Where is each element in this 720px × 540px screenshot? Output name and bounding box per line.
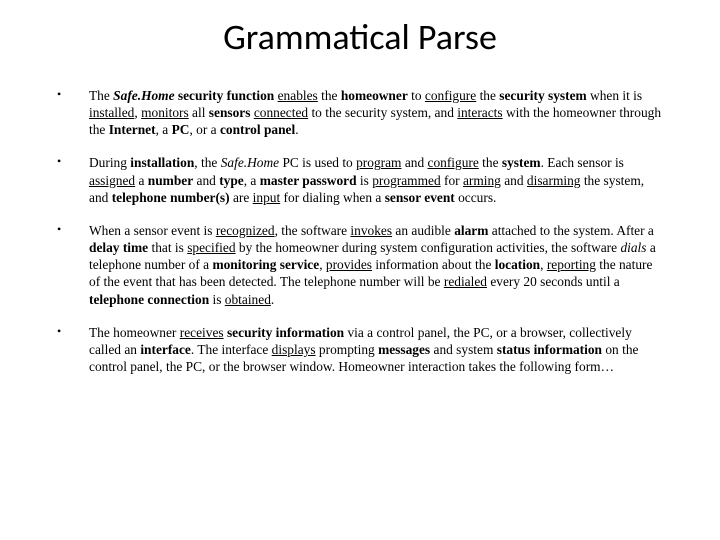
list-item: The Safe.Home security function enables … — [55, 87, 665, 138]
slide-title: Grammatical Parse — [55, 15, 665, 59]
list-item: The homeowner receives security informat… — [55, 324, 665, 375]
bullet-list: The Safe.Home security function enables … — [55, 87, 665, 375]
slide: Grammatical Parse The Safe.Home security… — [0, 0, 720, 540]
list-item: During installation, the Safe.Home PC is… — [55, 154, 665, 205]
list-item: When a sensor event is recognized, the s… — [55, 222, 665, 308]
